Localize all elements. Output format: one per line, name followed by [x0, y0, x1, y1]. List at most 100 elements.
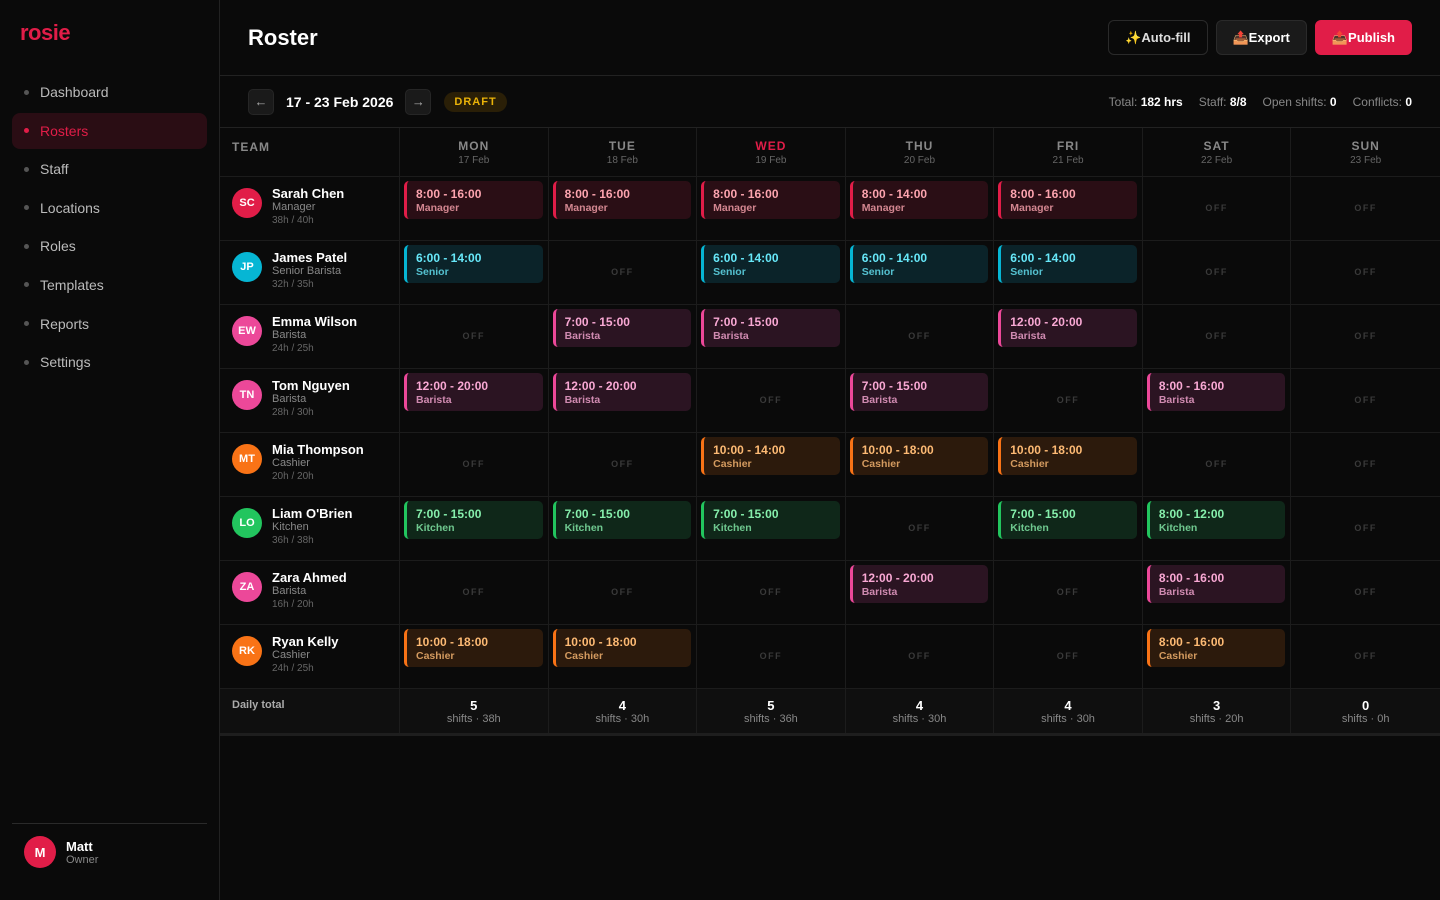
- shift-card[interactable]: 8:00 - 16:00 Cashier: [1146, 629, 1286, 667]
- shift-cell[interactable]: OFF: [1143, 305, 1292, 368]
- shift-card[interactable]: 8:00 - 16:00 Manager: [552, 181, 692, 219]
- sidebar-item-rosters[interactable]: Rosters: [12, 112, 207, 149]
- sidebar-item-dashboard[interactable]: Dashboard: [12, 74, 207, 110]
- autofill-button[interactable]: ✨Auto-fill: [1108, 20, 1208, 55]
- shift-cell[interactable]: OFF: [846, 625, 995, 688]
- shift-cell[interactable]: OFF: [1291, 625, 1440, 688]
- shift-cell[interactable]: 10:00 - 18:00 Cashier: [549, 625, 698, 688]
- user-profile[interactable]: M Matt Owner: [12, 823, 207, 868]
- shift-card[interactable]: 6:00 - 14:00 Senior: [849, 245, 989, 283]
- shift-card[interactable]: 8:00 - 14:00 Manager: [849, 181, 989, 219]
- shift-card[interactable]: 12:00 - 20:00 Barista: [404, 373, 543, 411]
- shift-cell[interactable]: 12:00 - 20:00 Barista: [994, 305, 1143, 368]
- shift-card[interactable]: 7:00 - 15:00 Kitchen: [701, 501, 840, 539]
- sidebar-item-reports[interactable]: Reports: [12, 306, 207, 342]
- shift-cell[interactable]: OFF: [1291, 241, 1440, 304]
- shift-cell[interactable]: 10:00 - 18:00 Cashier: [846, 433, 995, 496]
- shift-card[interactable]: 8:00 - 16:00 Barista: [1146, 565, 1286, 603]
- shift-cell[interactable]: 6:00 - 14:00 Senior: [697, 241, 846, 304]
- shift-cell[interactable]: 12:00 - 20:00 Barista: [400, 369, 549, 432]
- staff-info[interactable]: EW Emma Wilson Barista 24h / 25h: [220, 305, 400, 368]
- logo[interactable]: rosie: [20, 20, 71, 45]
- shift-cell[interactable]: 7:00 - 15:00 Kitchen: [697, 497, 846, 560]
- shift-cell[interactable]: 6:00 - 14:00 Senior: [846, 241, 995, 304]
- shift-cell[interactable]: OFF: [400, 305, 549, 368]
- staff-info[interactable]: JP James Patel Senior Barista 32h / 35h: [220, 241, 400, 304]
- shift-card[interactable]: 7:00 - 15:00 Kitchen: [552, 501, 692, 539]
- shift-card[interactable]: 10:00 - 18:00 Cashier: [998, 437, 1137, 475]
- shift-cell[interactable]: 8:00 - 16:00 Barista: [1143, 369, 1292, 432]
- shift-card[interactable]: 10:00 - 18:00 Cashier: [552, 629, 692, 667]
- shift-cell[interactable]: 12:00 - 20:00 Barista: [549, 369, 698, 432]
- sidebar-item-templates[interactable]: Templates: [12, 267, 207, 303]
- shift-card[interactable]: 8:00 - 12:00 Kitchen: [1146, 501, 1286, 539]
- shift-card[interactable]: 7:00 - 15:00 Barista: [701, 309, 840, 347]
- shift-cell[interactable]: OFF: [697, 369, 846, 432]
- shift-card[interactable]: 12:00 - 20:00 Barista: [849, 565, 989, 603]
- shift-card[interactable]: 8:00 - 16:00 Barista: [1146, 373, 1286, 411]
- shift-cell[interactable]: OFF: [549, 561, 698, 624]
- sidebar-item-roles[interactable]: Roles: [12, 228, 207, 264]
- shift-cell[interactable]: OFF: [1291, 561, 1440, 624]
- shift-cell[interactable]: 7:00 - 15:00 Barista: [846, 369, 995, 432]
- shift-card[interactable]: 7:00 - 15:00 Barista: [552, 309, 692, 347]
- shift-cell[interactable]: OFF: [846, 497, 995, 560]
- shift-cell[interactable]: OFF: [697, 625, 846, 688]
- shift-cell[interactable]: OFF: [697, 561, 846, 624]
- shift-cell[interactable]: 7:00 - 15:00 Kitchen: [400, 497, 549, 560]
- shift-card[interactable]: 7:00 - 15:00 Barista: [849, 373, 989, 411]
- shift-cell[interactable]: 7:00 - 15:00 Kitchen: [549, 497, 698, 560]
- shift-card[interactable]: 7:00 - 15:00 Kitchen: [404, 501, 543, 539]
- shift-cell[interactable]: 10:00 - 18:00 Cashier: [400, 625, 549, 688]
- shift-cell[interactable]: 8:00 - 16:00 Cashier: [1143, 625, 1292, 688]
- shift-cell[interactable]: 6:00 - 14:00 Senior: [400, 241, 549, 304]
- shift-cell[interactable]: 6:00 - 14:00 Senior: [994, 241, 1143, 304]
- shift-cell[interactable]: OFF: [1291, 369, 1440, 432]
- shift-card[interactable]: 6:00 - 14:00 Senior: [701, 245, 840, 283]
- shift-cell[interactable]: 10:00 - 14:00 Cashier: [697, 433, 846, 496]
- shift-cell[interactable]: OFF: [994, 561, 1143, 624]
- staff-info[interactable]: SC Sarah Chen Manager 38h / 40h: [220, 177, 400, 240]
- shift-cell[interactable]: 7:00 - 15:00 Barista: [697, 305, 846, 368]
- shift-card[interactable]: 10:00 - 14:00 Cashier: [701, 437, 840, 475]
- shift-cell[interactable]: OFF: [994, 625, 1143, 688]
- shift-cell[interactable]: 10:00 - 18:00 Cashier: [994, 433, 1143, 496]
- shift-cell[interactable]: OFF: [1291, 433, 1440, 496]
- shift-cell[interactable]: OFF: [994, 369, 1143, 432]
- shift-card[interactable]: 6:00 - 14:00 Senior: [404, 245, 543, 283]
- sidebar-item-locations[interactable]: Locations: [12, 190, 207, 226]
- shift-cell[interactable]: 8:00 - 14:00 Manager: [846, 177, 995, 240]
- shift-card[interactable]: 7:00 - 15:00 Kitchen: [998, 501, 1137, 539]
- shift-cell[interactable]: OFF: [400, 433, 549, 496]
- prev-week-button[interactable]: ←: [248, 88, 274, 115]
- shift-card[interactable]: 10:00 - 18:00 Cashier: [849, 437, 989, 475]
- shift-cell[interactable]: 7:00 - 15:00 Kitchen: [994, 497, 1143, 560]
- shift-card[interactable]: 10:00 - 18:00 Cashier: [404, 629, 543, 667]
- shift-cell[interactable]: 8:00 - 16:00 Manager: [994, 177, 1143, 240]
- sidebar-item-settings[interactable]: Settings: [12, 344, 207, 380]
- shift-cell[interactable]: OFF: [549, 433, 698, 496]
- staff-info[interactable]: MT Mia Thompson Cashier 20h / 20h: [220, 433, 400, 496]
- shift-card[interactable]: 12:00 - 20:00 Barista: [998, 309, 1137, 347]
- shift-cell[interactable]: OFF: [400, 561, 549, 624]
- shift-cell[interactable]: 8:00 - 16:00 Barista: [1143, 561, 1292, 624]
- shift-cell[interactable]: 12:00 - 20:00 Barista: [846, 561, 995, 624]
- shift-card[interactable]: 8:00 - 16:00 Manager: [404, 181, 543, 219]
- shift-cell[interactable]: 8:00 - 16:00 Manager: [697, 177, 846, 240]
- export-button[interactable]: 📤Export: [1215, 20, 1307, 55]
- shift-cell[interactable]: 7:00 - 15:00 Barista: [549, 305, 698, 368]
- staff-info[interactable]: LO Liam O'Brien Kitchen 36h / 38h: [220, 497, 400, 560]
- staff-info[interactable]: TN Tom Nguyen Barista 28h / 30h: [220, 369, 400, 432]
- shift-cell[interactable]: 8:00 - 16:00 Manager: [549, 177, 698, 240]
- shift-card[interactable]: 6:00 - 14:00 Senior: [998, 245, 1137, 283]
- next-week-button[interactable]: →: [405, 88, 432, 115]
- sidebar-item-staff[interactable]: Staff: [12, 151, 207, 187]
- shift-card[interactable]: 8:00 - 16:00 Manager: [701, 181, 840, 219]
- shift-cell[interactable]: OFF: [846, 305, 995, 368]
- shift-cell[interactable]: OFF: [1291, 177, 1440, 240]
- shift-cell[interactable]: 8:00 - 12:00 Kitchen: [1143, 497, 1292, 560]
- shift-cell[interactable]: OFF: [1143, 177, 1292, 240]
- shift-cell[interactable]: OFF: [1143, 433, 1292, 496]
- shift-cell[interactable]: OFF: [549, 241, 698, 304]
- publish-button[interactable]: 📤Publish: [1314, 20, 1412, 55]
